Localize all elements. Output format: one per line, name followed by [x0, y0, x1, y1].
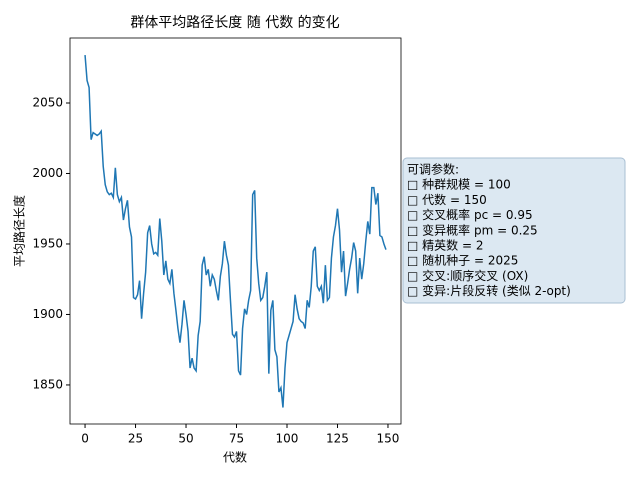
x-tick-label: 75 — [229, 432, 244, 446]
x-tick-label: 100 — [276, 432, 299, 446]
annotation-line: □ 变异:片段反转 (类似 2-opt) — [407, 283, 571, 298]
x-tick-label: 150 — [377, 432, 400, 446]
annotation-line: □ 交叉概率 pc = 0.95 — [407, 207, 533, 222]
annotation-line: □ 交叉:顺序交叉 (OX) — [407, 268, 528, 283]
y-tick-label: 1850 — [32, 377, 63, 391]
annotation-line: □ 种群规模 = 100 — [407, 177, 511, 192]
x-tick-label: 50 — [178, 432, 193, 446]
annotation-line: 可调参数: — [407, 162, 459, 177]
y-axis-label: 平均路径长度 — [12, 195, 27, 267]
y-tick-label: 2050 — [32, 95, 63, 109]
annotation-line: □ 精英数 = 2 — [407, 238, 483, 253]
chart-title: 群体平均路径长度 随 代数 的变化 — [130, 15, 339, 31]
x-axis-label: 代数 — [223, 450, 247, 465]
annotation-line: □ 变异概率 pm = 0.25 — [407, 222, 538, 237]
x-tick-label: 25 — [128, 432, 143, 446]
y-tick-label: 2000 — [32, 166, 63, 180]
x-tick-label: 125 — [326, 432, 349, 446]
annotation-box — [402, 157, 626, 304]
x-tick-label: 0 — [81, 432, 89, 446]
line — [84, 54, 387, 408]
y-tick-label: 1950 — [32, 236, 63, 250]
annotation-line: □ 随机种子 = 2025 — [407, 253, 518, 268]
annotation-line: □ 代数 = 150 — [407, 192, 487, 207]
y-tick-label: 1900 — [32, 307, 63, 321]
plot-frame — [69, 37, 402, 425]
